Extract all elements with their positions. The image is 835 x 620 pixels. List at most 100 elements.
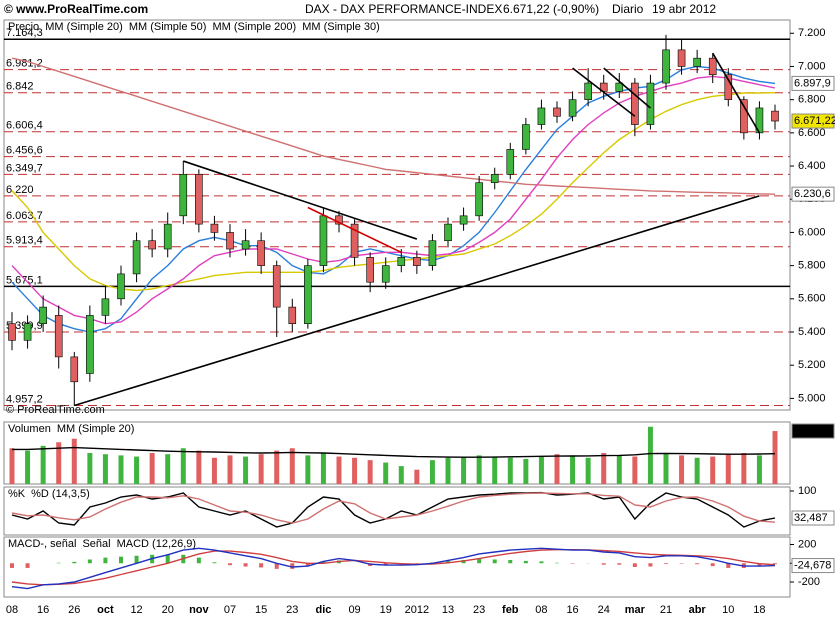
level-label: 7.164,3: [6, 27, 43, 39]
volume-bar: [211, 457, 217, 484]
candle-body: [195, 174, 203, 225]
price-tag: [791, 558, 835, 574]
price-tag: [791, 423, 835, 439]
x-tick-label: mar: [625, 604, 646, 616]
candle-body: [148, 240, 156, 250]
price-tag-label: 6.897,9: [794, 77, 831, 89]
volume-bar: [570, 455, 576, 484]
price-tag-label: 444.204: [794, 425, 834, 437]
x-tick-label: abr: [689, 604, 707, 616]
histogram-bar: [461, 559, 466, 564]
y-tick-label: 100: [798, 485, 816, 497]
y-tick-label: 7.200: [798, 27, 826, 39]
candle-body: [413, 257, 421, 266]
legend-entry: Precio: [8, 21, 39, 33]
panel-frame: [3, 421, 791, 485]
y-tick-label: 7.000: [798, 60, 826, 72]
volume-bar: [756, 455, 762, 484]
volume-bar: [320, 453, 326, 484]
level-label: 6.349,7: [6, 162, 43, 174]
histogram-bar: [508, 559, 513, 564]
x-tick-label: 07: [224, 604, 236, 616]
volume-bar: [585, 457, 591, 484]
date: 19 abr 2012: [652, 2, 716, 16]
y-tick-label: 6.800: [798, 94, 826, 106]
x-tick-label: 12: [130, 604, 142, 616]
volume-bar: [383, 462, 389, 484]
x-tick-label: 26: [68, 604, 80, 616]
x-tick-label: 20: [162, 604, 174, 616]
volume-bar: [227, 455, 233, 484]
trendline: [572, 67, 636, 117]
volume-bar: [414, 469, 420, 484]
trendline: [603, 67, 651, 109]
volume-bar: [87, 453, 93, 484]
candle-body: [662, 49, 670, 84]
legend-entry: Señal: [82, 538, 110, 550]
price-tag-label: 6.671,22: [794, 115, 835, 127]
histogram-bar: [757, 563, 762, 566]
volume-bar: [398, 466, 404, 484]
series-line: [12, 446, 776, 458]
legend-entry: MM (Simple 30): [302, 21, 380, 33]
histogram-bar: [119, 556, 123, 564]
volume-bar: [741, 453, 747, 484]
histogram-bar: [648, 563, 653, 567]
candle-body: [350, 223, 359, 258]
candle-body: [179, 174, 188, 217]
x-tick-label: 15: [255, 604, 267, 616]
volume-bar: [461, 456, 467, 484]
x-tick-label: oct: [97, 604, 114, 616]
volume-bar: [367, 460, 373, 484]
level-label: 5.913,4: [6, 235, 43, 247]
x-tick-label: 19: [380, 604, 392, 616]
candle-body: [771, 110, 779, 122]
histogram-bar: [539, 561, 544, 564]
candle-body: [397, 257, 406, 266]
legend-entry: Volumen: [8, 423, 51, 435]
trendline: [307, 206, 402, 254]
x-tick-label: 21: [660, 604, 672, 616]
candle-body: [693, 57, 701, 67]
x-tick-label: 23: [286, 604, 298, 616]
volume-bar: [725, 454, 731, 484]
volume-bar: [663, 453, 669, 484]
volume-bar: [772, 431, 778, 484]
histogram-bar: [243, 563, 248, 567]
histogram-bar: [290, 563, 295, 569]
histogram-bar: [103, 557, 108, 564]
y-tick-label: 6.400: [798, 160, 826, 172]
x-tick-label: 13: [442, 604, 454, 616]
y-tick-label: 200: [798, 538, 816, 550]
candle-body: [54, 315, 63, 358]
candle-body: [304, 265, 312, 325]
candle-body: [459, 215, 468, 225]
candle-body: [568, 99, 577, 117]
histogram-bar: [632, 563, 637, 567]
level-label: 6.063,7: [6, 210, 43, 222]
x-tick-label: 09: [348, 604, 360, 616]
candle-body: [553, 107, 561, 117]
level-label: 5.675,1: [6, 274, 43, 286]
candle-body: [86, 315, 94, 374]
candle-body: [475, 182, 483, 217]
volume-bar: [429, 460, 435, 484]
price-tag: [791, 510, 835, 526]
candle-body: [23, 323, 32, 341]
y-tick-label: 6.600: [798, 127, 826, 139]
x-tick-label: 08: [535, 604, 547, 616]
histogram-bar: [134, 555, 139, 564]
candle-body: [490, 174, 499, 183]
level-label: 6.981,2: [6, 57, 43, 69]
candle-body: [584, 82, 592, 100]
y-tick-label: 5.600: [798, 293, 826, 305]
volume-bar: [710, 456, 716, 484]
candle-body: [132, 240, 141, 275]
chart-title: DAX - DAX PERFORMANCE-INDEX: [305, 2, 502, 16]
x-tick-label: 2012: [405, 604, 429, 616]
y-tick-label: 5.400: [798, 326, 826, 338]
x-tick-label: 24: [598, 604, 610, 616]
histogram-bar: [492, 559, 497, 564]
period: Diario: [612, 2, 644, 16]
candle-body: [631, 82, 639, 125]
